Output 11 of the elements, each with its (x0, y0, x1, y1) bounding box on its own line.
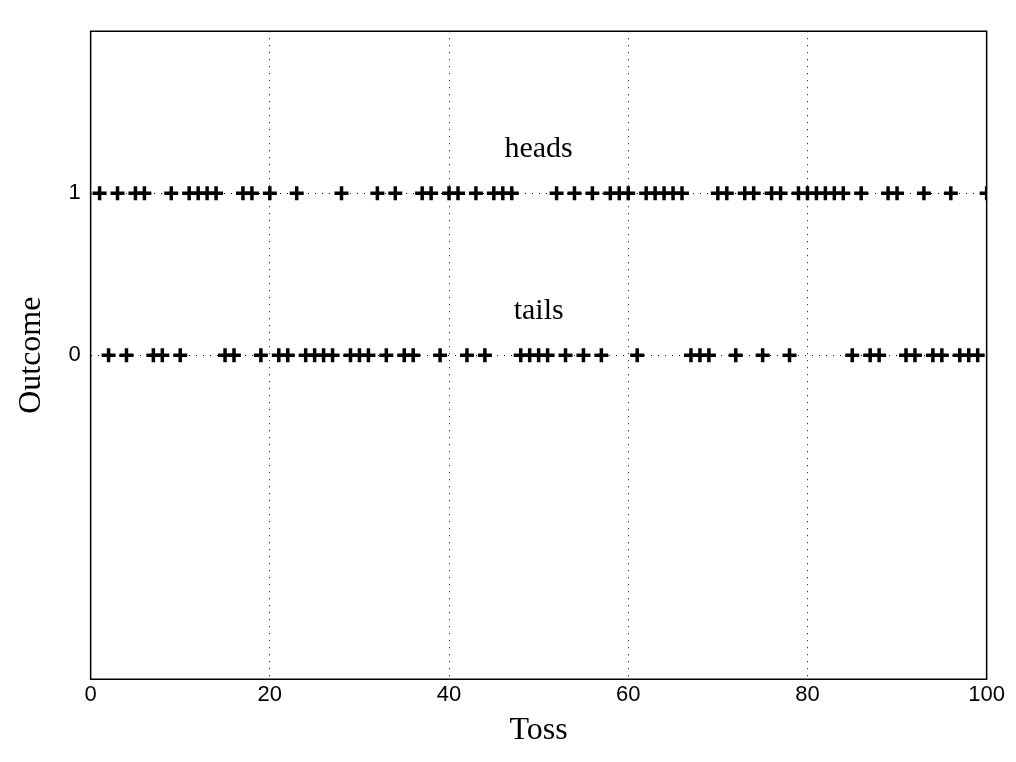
x-tick-label: 40 (436, 681, 462, 707)
x-tick-label: 0 (84, 681, 97, 707)
x-tick-label: 100 (968, 681, 1006, 707)
x-tick-label: 20 (257, 681, 283, 707)
x-axis-title: Toss (509, 710, 568, 747)
y-tick-label: 1 (68, 179, 81, 205)
x-tick-label: 80 (795, 681, 820, 707)
x-tick-label: 60 (616, 681, 641, 707)
annotation: heads (504, 130, 573, 164)
y-axis-title: Outcome (10, 296, 47, 414)
annotation: tails (513, 292, 564, 326)
